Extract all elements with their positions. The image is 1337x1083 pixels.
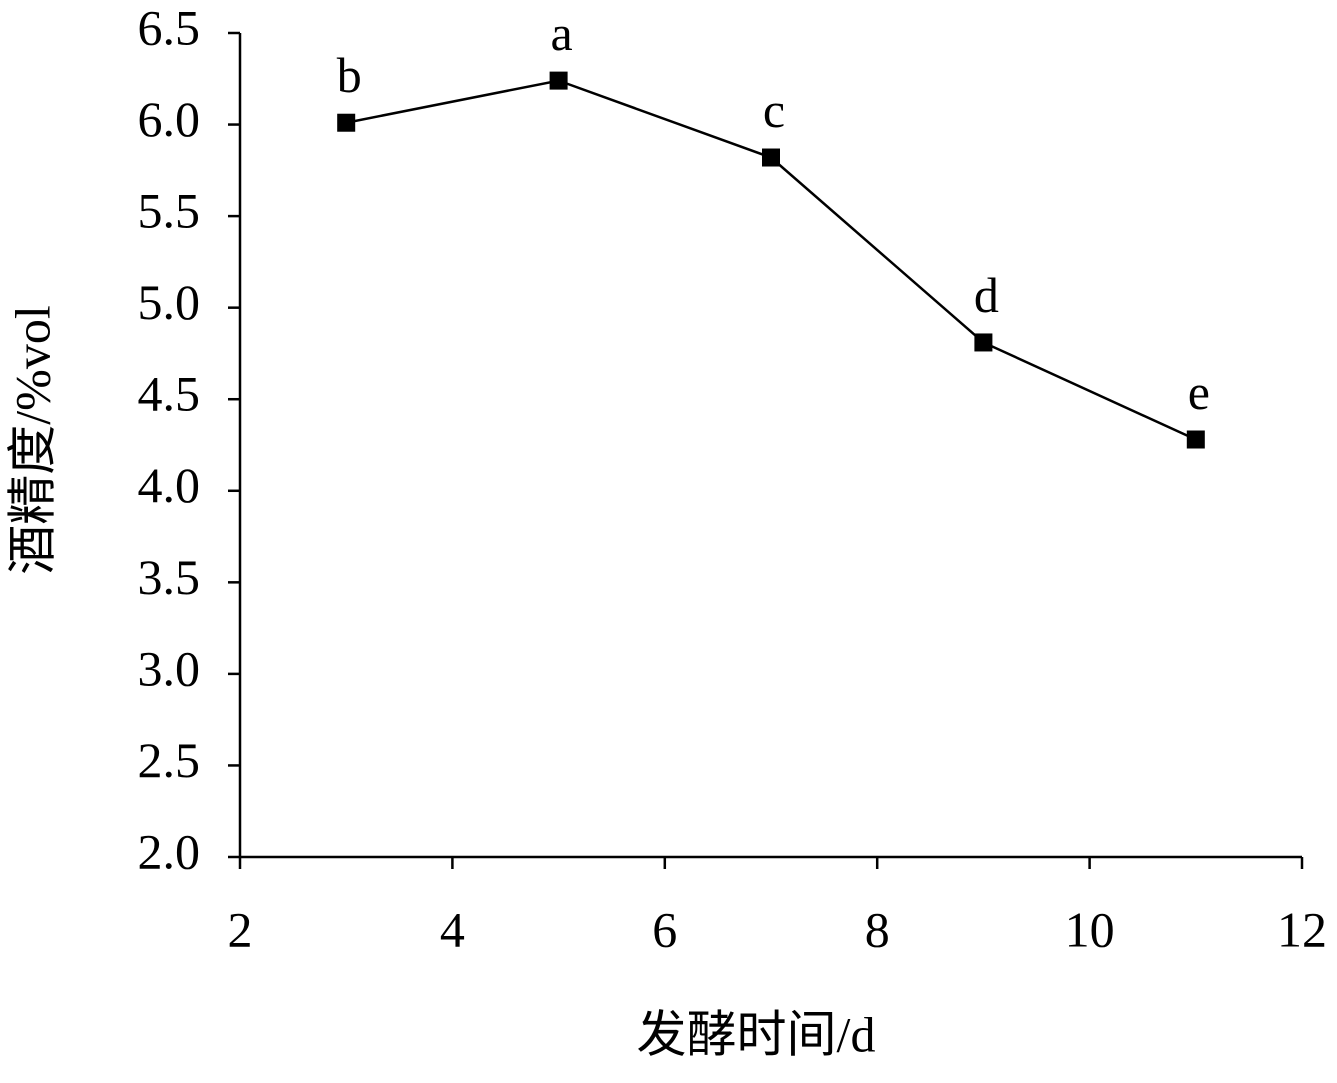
point-marker — [549, 71, 568, 90]
y-tick-label: 4.5 — [138, 366, 201, 422]
x-tick-label: 10 — [1065, 901, 1115, 957]
y-tick-label: 3.5 — [138, 549, 201, 605]
point-label: d — [974, 267, 999, 323]
y-tick-label: 6.5 — [138, 0, 201, 55]
y-tick-label: 6.0 — [138, 91, 201, 147]
x-tick-label: 4 — [440, 901, 465, 957]
y-axis-label: 酒精度/%vol — [4, 305, 60, 574]
point-marker — [337, 113, 356, 132]
y-tick-label: 4.0 — [138, 457, 201, 513]
y-tick-label: 2.5 — [138, 732, 201, 788]
point-label: c — [763, 82, 785, 138]
x-tick-label: 8 — [865, 901, 890, 957]
point-marker — [974, 333, 993, 352]
x-tick-label: 12 — [1277, 901, 1327, 957]
point-marker — [762, 148, 780, 167]
point-label: a — [550, 5, 572, 61]
y-tick-label: 5.0 — [138, 274, 201, 330]
y-tick-label: 2.0 — [138, 823, 201, 879]
x-tick-label: 2 — [228, 901, 253, 957]
x-axis-label: 发酵时间/d — [637, 1006, 876, 1062]
y-tick-label: 5.5 — [138, 183, 201, 239]
y-tick-label: 3.0 — [138, 640, 201, 696]
point-label: b — [337, 47, 362, 103]
point-label: e — [1188, 364, 1210, 420]
x-tick-label: 6 — [652, 901, 677, 957]
point-marker — [1186, 430, 1205, 449]
